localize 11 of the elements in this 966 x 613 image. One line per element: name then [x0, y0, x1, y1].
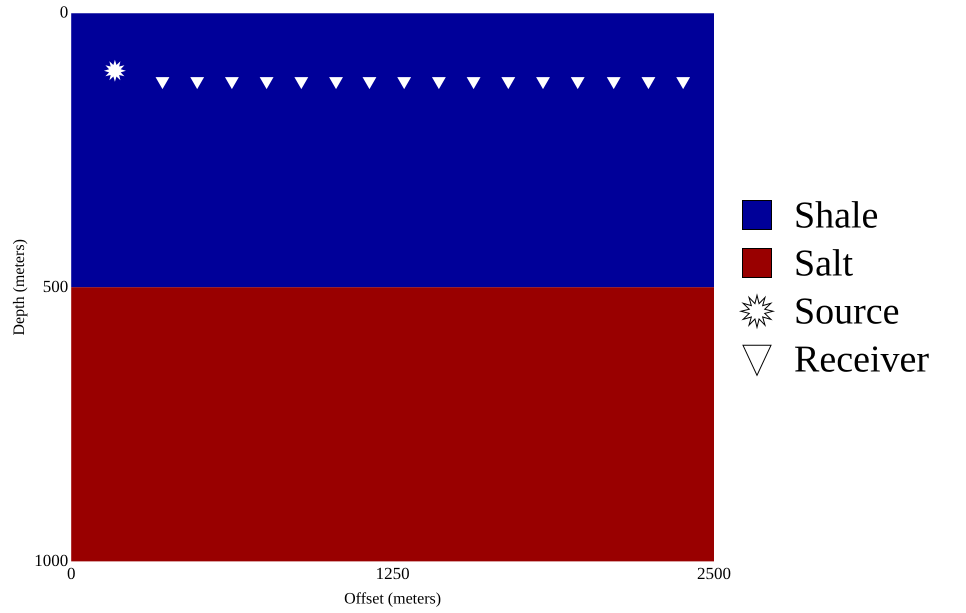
- legend-label: Source: [794, 290, 900, 332]
- y-tick-label: 500: [42, 276, 68, 296]
- y-axis-title: Depth (meters): [10, 239, 28, 336]
- y-tick-label: 0: [60, 2, 68, 22]
- band-label: Shale: [794, 194, 878, 236]
- legend-label: Receiver: [794, 338, 930, 380]
- y-tick-label: 1000: [34, 550, 68, 570]
- x-tick-label: 1250: [376, 564, 410, 584]
- x-axis-title: Offset (meters): [344, 590, 442, 608]
- band-label: Salt: [794, 242, 854, 284]
- x-tick-label: 2500: [697, 564, 731, 584]
